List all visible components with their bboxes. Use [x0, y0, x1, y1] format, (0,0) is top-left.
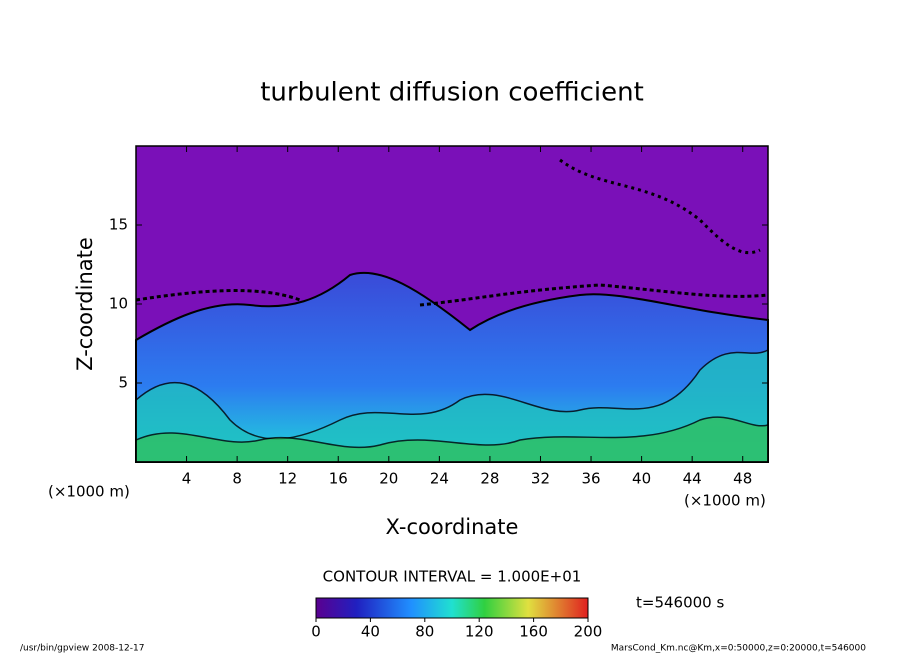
- x-unit: (×1000 m): [684, 492, 766, 510]
- x-tick-label: 4: [182, 470, 192, 488]
- contour-field: [135, 145, 769, 463]
- x-unit: (×1000 m): [48, 483, 130, 501]
- time-label: t=546000 s: [636, 594, 724, 612]
- x-tick-label: 44: [683, 470, 702, 488]
- y-tick-label: 10: [109, 295, 128, 313]
- footer-left: /usr/bin/gpview 2008-12-17: [20, 644, 144, 654]
- y-tick-label: 5: [118, 374, 128, 392]
- colorbar-tick-label: 120: [465, 623, 494, 641]
- x-tick-label: 40: [632, 470, 651, 488]
- x-tick-label: 20: [379, 470, 398, 488]
- contour-interval: CONTOUR INTERVAL = 1.000E+01: [323, 568, 582, 586]
- x-tick-label: 36: [581, 470, 600, 488]
- footer-right: MarsCond_Km.nc@Km,x=0:50000,z=0:20000,t=…: [611, 644, 866, 654]
- y-tick-label: 15: [109, 216, 128, 234]
- colorbar: [315, 597, 589, 619]
- x-axis-title: X-coordinate: [386, 515, 519, 539]
- colorbar-tick-label: 80: [415, 623, 434, 641]
- colorbar-tick-label: 160: [519, 623, 548, 641]
- x-tick-label: 24: [430, 470, 449, 488]
- x-tick-label: 48: [733, 470, 752, 488]
- x-tick-label: 12: [278, 470, 297, 488]
- chart-title: turbulent diffusion coefficient: [260, 78, 644, 108]
- colorbar-tick-label: 200: [574, 623, 603, 641]
- x-tick-label: 8: [232, 470, 242, 488]
- x-tick-label: 16: [329, 470, 348, 488]
- colorbar-tick-label: 40: [361, 623, 380, 641]
- colorbar-tick-label: 0: [311, 623, 321, 641]
- y-axis-title: Z-coordinate: [73, 237, 97, 371]
- x-tick-label: 32: [531, 470, 550, 488]
- x-tick-label: 28: [480, 470, 499, 488]
